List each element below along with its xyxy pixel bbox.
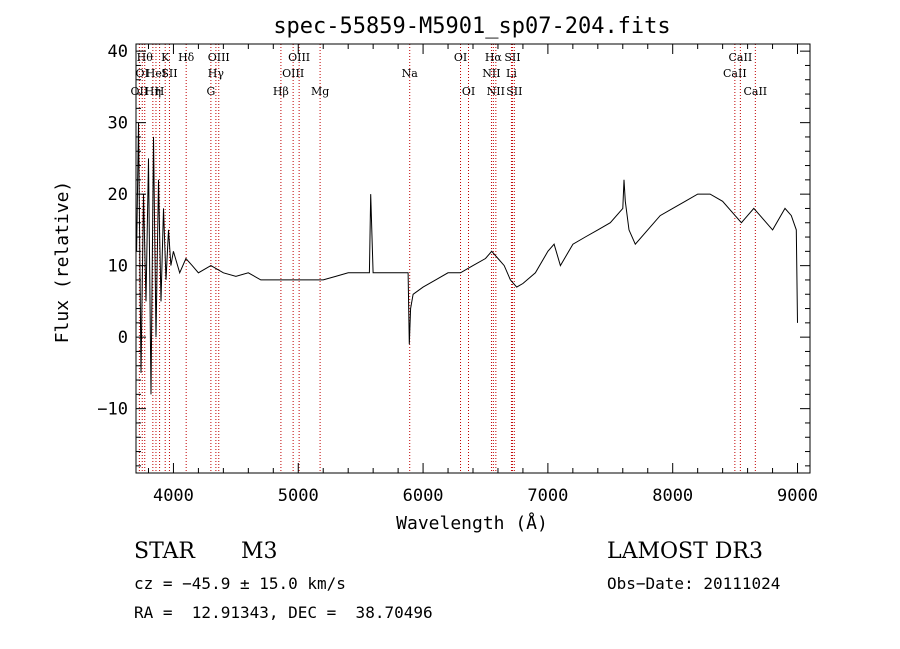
spectral-line-label: Li bbox=[506, 67, 517, 80]
spectral-line-label: Hδ bbox=[178, 51, 195, 64]
spectral-line-label: OII bbox=[131, 85, 149, 98]
y-tick-label: 20 bbox=[108, 185, 128, 205]
x-tick-label: 8000 bbox=[652, 486, 693, 506]
spectral-line-label: Hβ bbox=[273, 85, 289, 98]
spectral-line-label: OIII bbox=[282, 67, 304, 80]
spectral-line-label: Hα bbox=[485, 51, 503, 64]
spectral-line-label: NII bbox=[482, 67, 500, 80]
x-tick-label: 6000 bbox=[403, 486, 444, 506]
survey-name: LAMOST DR3 bbox=[607, 539, 763, 564]
spectral-line-label: CaII bbox=[723, 67, 747, 80]
spectral-line-label: G bbox=[206, 85, 215, 98]
spectral-line-label: OIII bbox=[288, 51, 310, 64]
spectral-line-label: Na bbox=[402, 67, 419, 80]
x-tick-label: 7000 bbox=[527, 486, 568, 506]
redshift-velocity: cz = −45.9 ± 15.0 km/s bbox=[134, 574, 346, 593]
spectral-line-markers bbox=[138, 44, 756, 473]
spectral-line-label: OI bbox=[462, 85, 475, 98]
object-class: STAR bbox=[134, 539, 195, 564]
y-tick-label: 0 bbox=[118, 328, 128, 348]
x-axis: 4000 5000 6000 7000 8000 9000 bbox=[147, 44, 818, 506]
coordinates: RA = 12.91343, DEC = 38.70496 bbox=[134, 603, 433, 622]
plot-frame bbox=[135, 43, 811, 474]
x-tick-label: 4000 bbox=[153, 486, 194, 506]
spectral-line-label: Hη bbox=[145, 85, 161, 98]
y-axis: −10 0 10 20 30 40 bbox=[97, 42, 810, 467]
spectral-line-label: Mg bbox=[311, 85, 329, 98]
y-tick-label: 30 bbox=[108, 114, 128, 134]
spectral-line-label: SII bbox=[506, 85, 522, 98]
y-tick-label: −10 bbox=[97, 400, 128, 420]
object-subclass: M3 bbox=[241, 539, 278, 564]
y-tick-label: 40 bbox=[108, 42, 128, 62]
spectrum-line bbox=[136, 122, 798, 395]
chart-title: spec-55859-M5901_sp07-204.fits bbox=[273, 14, 670, 39]
spectral-line-label: OIII bbox=[208, 51, 230, 64]
spectral-line-label: NII bbox=[487, 85, 505, 98]
spectral-line-label: CaII bbox=[743, 85, 767, 98]
x-tick-label: 9000 bbox=[777, 486, 818, 506]
y-tick-label: 10 bbox=[108, 257, 128, 277]
observation-date: Obs−Date: 20111024 bbox=[607, 574, 781, 593]
spectral-line-label: SII bbox=[504, 51, 520, 64]
spectral-line-label: K bbox=[161, 51, 170, 64]
spectral-line-labels: OIIOIHθHηHeIHKSIIHδGHγOIIIHβOIIIOIIIMgNa… bbox=[131, 51, 768, 98]
spectral-line-label: OI bbox=[454, 51, 467, 64]
x-axis-label: Wavelength (Å) bbox=[396, 512, 548, 534]
spectral-line-label: Hγ bbox=[208, 67, 225, 80]
spectral-line-label: H bbox=[155, 85, 165, 98]
x-tick-label: 5000 bbox=[278, 486, 319, 506]
spectral-line-label: OI bbox=[136, 67, 149, 80]
spectral-line-label: SII bbox=[161, 67, 177, 80]
spectral-line-label: CaII bbox=[729, 51, 753, 64]
spectral-line-label: Hθ bbox=[137, 51, 154, 64]
spectral-line-label: HeI bbox=[146, 67, 166, 80]
y-axis-label: Flux (relative) bbox=[52, 181, 73, 344]
